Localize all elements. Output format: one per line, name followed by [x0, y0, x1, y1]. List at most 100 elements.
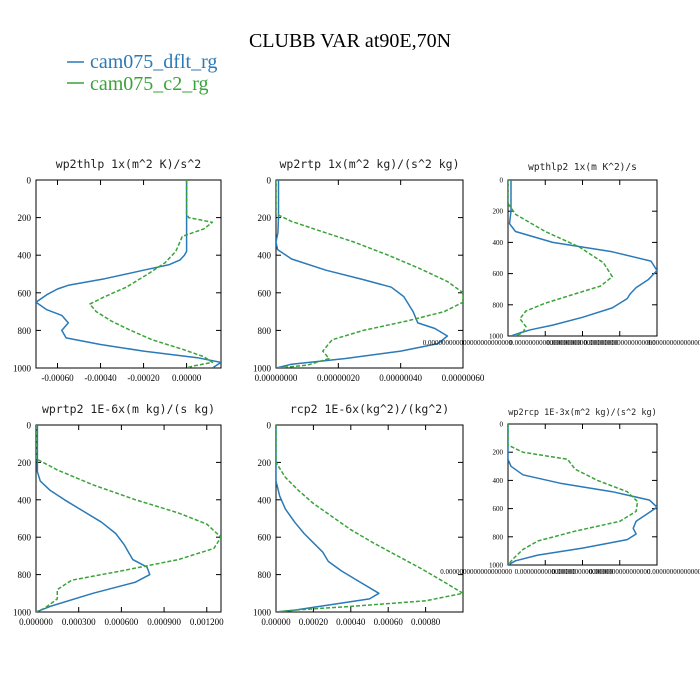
plot-frame — [507, 423, 658, 566]
x-tick-label: 0.0000000000000000000 — [584, 339, 656, 347]
series-line-dflt — [36, 180, 221, 368]
y-tick-label: 200 — [18, 213, 32, 223]
x-tick-label: 0.000900 — [147, 617, 181, 627]
y-tick-label: 0 — [500, 421, 504, 429]
legend: cam075_dflt_rg cam075_c2_rg — [67, 51, 217, 95]
x-tick-label: 0.00000000000000000 — [647, 568, 700, 576]
series-line-c2 — [89, 180, 214, 368]
panel-title: wp2rcp 1E-3x(m^2 kg)/(s^2 kg) — [508, 408, 656, 418]
y-tick-label: 800 — [493, 301, 504, 309]
y-tick-label: 0 — [27, 176, 32, 186]
x-tick-label: 0.0000000000000000000 — [509, 339, 581, 347]
y-tick-label: 200 — [493, 208, 504, 216]
x-tick-label: 0.0000000000000000 — [552, 568, 614, 576]
panel-6: wp2rcp 1E-3x(m^2 kg)/(s^2 kg) 0 200 400 600 8… — [440, 408, 700, 576]
plot-frame — [35, 424, 222, 613]
y-tick-label: 1000 — [13, 608, 32, 618]
y-tick-label: 600 — [258, 533, 272, 543]
x-tick-label: 0.000000 — [19, 617, 53, 627]
series-line-dflt — [36, 425, 151, 612]
panel-title: rcp2 1E-6x(kg^2)/(kg^2) — [290, 402, 449, 416]
x-tick-label: 0.00080 — [411, 617, 441, 627]
y-tick-label: 400 — [18, 495, 32, 505]
panel-5: rcp2 1E-6x(kg^2)/(kg^2) 0 200 400 600 800 1000… — [253, 402, 464, 627]
plot-frame — [507, 179, 658, 337]
x-tick-label: 0.000300 — [62, 617, 96, 627]
y-tick-label: 400 — [258, 251, 272, 261]
y-tick-label: 600 — [493, 270, 504, 278]
x-tick-label: 0.00000020 — [317, 373, 360, 383]
panel-1: wp2thlp 1x(m^2 K)/s^2 0 200 400 600 800 1000 -0… — [13, 157, 222, 383]
panel-4: wprtp2 1E-6x(m kg)/(s kg) 0 200 400 600 800 10… — [13, 402, 224, 627]
x-tick-label: 0.00000 — [172, 373, 202, 383]
series-line-c2 — [508, 424, 639, 565]
figure-title: CLUBB VAR at90E,70N — [249, 30, 451, 52]
series-line-c2 — [508, 180, 614, 336]
legend-label-dflt: cam075_dflt_rg — [90, 51, 217, 73]
x-tick-label: 0.00000060 — [442, 373, 485, 383]
x-tick-label: -0.00020 — [127, 373, 160, 383]
y-tick-label: 600 — [18, 533, 32, 543]
y-tick-label: 200 — [493, 449, 504, 457]
y-tick-label: 1000 — [253, 608, 272, 618]
plot-frame — [275, 179, 464, 369]
y-tick-label: 800 — [18, 570, 32, 580]
x-tick-label: -0.00060 — [41, 373, 74, 383]
panel-2: wp2rtp 1x(m^2 kg)/(s^2 kg) 0 200 400 600 800 1… — [253, 157, 485, 383]
x-tick-label: -0.00040 — [84, 373, 117, 383]
y-tick-label: 400 — [18, 251, 32, 261]
plot-frame — [275, 424, 464, 613]
series-line-dflt — [508, 180, 657, 336]
series-line-dflt — [508, 424, 657, 565]
x-tick-label: 0.0000000000000000 — [515, 568, 577, 576]
y-tick-label: 200 — [258, 213, 272, 223]
series-line-dflt — [276, 425, 380, 612]
legend-label-c2: cam075_c2_rg — [90, 73, 209, 95]
y-tick-label: 1000 — [253, 364, 272, 374]
panel-title: wp2thlp 1x(m^2 K)/s^2 — [56, 157, 201, 171]
x-tick-label: 0.00000000 — [255, 373, 298, 383]
y-tick-label: 200 — [258, 458, 272, 468]
x-tick-label: 0.00060 — [374, 617, 404, 627]
y-tick-label: 400 — [493, 239, 504, 247]
y-tick-label: 800 — [493, 533, 504, 541]
x-tick-label: 0.00000 — [261, 617, 291, 627]
series-line-c2 — [276, 180, 463, 368]
series-line-c2 — [276, 425, 463, 612]
x-tick-label: 0.0000000000000000000 — [440, 568, 512, 576]
x-tick-label: 0.00020 — [299, 617, 329, 627]
y-tick-label: 400 — [493, 477, 504, 485]
panel-3: wpthlp2 1x(m K^2)/s020040060080010000.00… — [423, 162, 700, 347]
panel-title: wp2rtp 1x(m^2 kg)/(s^2 kg) — [279, 157, 459, 171]
y-tick-label: 800 — [258, 326, 272, 336]
x-tick-label: 0.0000000000000000000 — [547, 339, 619, 347]
panel-title: wprtp2 1E-6x(m kg)/(s kg) — [42, 402, 215, 416]
y-tick-label: 1000 — [489, 562, 504, 570]
x-tick-label: 0.00000000000000000 — [647, 339, 700, 347]
series-line-c2 — [36, 425, 221, 612]
x-tick-label: 0.000600 — [105, 617, 139, 627]
series-line-dflt — [276, 180, 449, 368]
x-tick-label: 0.00000040 — [379, 373, 422, 383]
y-tick-label: 1000 — [489, 333, 504, 341]
y-tick-label: 400 — [258, 495, 272, 505]
y-tick-label: 600 — [493, 505, 504, 513]
y-tick-label: 600 — [258, 288, 272, 298]
x-tick-label: 0.00040 — [336, 617, 366, 627]
plot-panels: wp2thlp 1x(m^2 K)/s^2 0 200 400 600 800 1000 -0… — [13, 157, 700, 627]
y-tick-label: 200 — [18, 458, 32, 468]
y-tick-label: 1000 — [13, 364, 32, 374]
y-tick-label: 0 — [500, 177, 504, 185]
x-tick-label: 0.0000000000000000 — [589, 568, 651, 576]
plot-frame — [35, 179, 222, 369]
y-tick-label: 600 — [18, 288, 32, 298]
panel-title: wpthlp2 1x(m K^2)/s — [528, 162, 637, 173]
y-tick-label: 0 — [27, 421, 32, 431]
x-tick-label: 0.001200 — [190, 617, 224, 627]
y-tick-label: 0 — [267, 176, 272, 186]
x-tick-label: 0.000000000000000000000000 — [423, 339, 513, 347]
y-tick-label: 0 — [267, 421, 272, 431]
y-tick-label: 800 — [18, 326, 32, 336]
y-tick-label: 800 — [258, 570, 272, 580]
